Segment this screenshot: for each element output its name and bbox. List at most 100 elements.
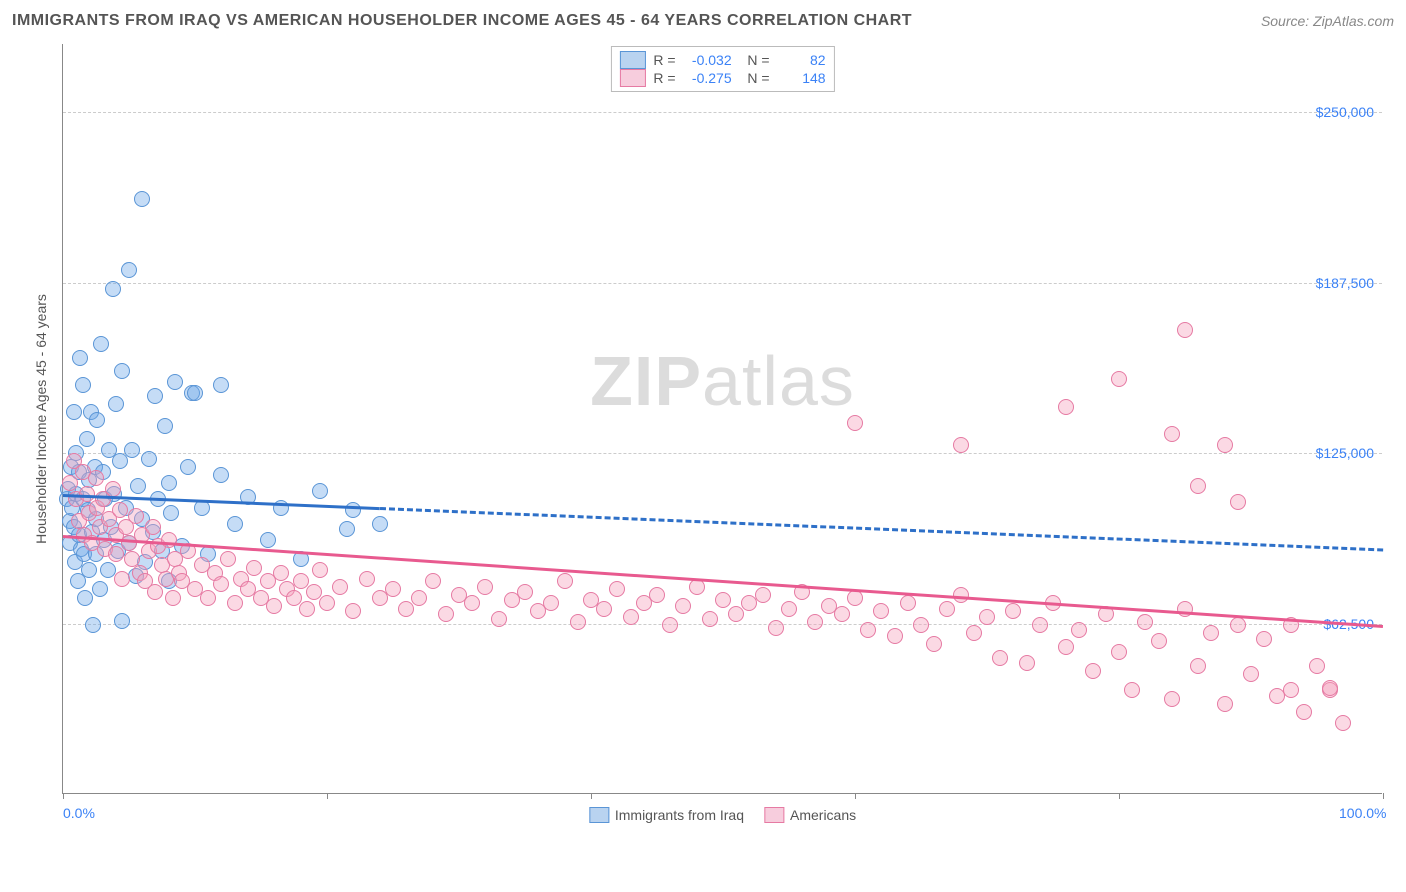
scatter-point: [596, 601, 612, 617]
chart-container: Householder Income Ages 45 - 64 years ZI…: [12, 34, 1392, 844]
scatter-point: [114, 363, 130, 379]
legend-swatch: [619, 69, 645, 87]
plot-area: Householder Income Ages 45 - 64 years ZI…: [62, 44, 1382, 794]
scatter-point: [755, 587, 771, 603]
scatter-point: [141, 451, 157, 467]
scatter-point: [1164, 691, 1180, 707]
scatter-point: [92, 581, 108, 597]
stat-r-label: R =: [653, 70, 675, 86]
scatter-point: [227, 516, 243, 532]
scatter-point: [359, 571, 375, 587]
y-tick-label: $125,000: [1316, 445, 1374, 461]
x-tick: [855, 793, 856, 799]
scatter-point: [1256, 631, 1272, 647]
scatter-point: [319, 595, 335, 611]
scatter-point: [85, 617, 101, 633]
scatter-point: [1322, 680, 1338, 696]
scatter-point: [81, 562, 97, 578]
scatter-point: [385, 581, 401, 597]
scatter-point: [163, 505, 179, 521]
scatter-point: [266, 598, 282, 614]
scatter-point: [873, 603, 889, 619]
gridline-h: [63, 112, 1382, 113]
legend-swatch: [764, 807, 784, 823]
legend-swatch: [589, 807, 609, 823]
scatter-point: [913, 617, 929, 633]
scatter-point: [860, 622, 876, 638]
scatter-point: [1085, 663, 1101, 679]
stat-n-value: 82: [778, 52, 826, 68]
scatter-point: [128, 508, 144, 524]
scatter-point: [161, 475, 177, 491]
scatter-point: [246, 560, 262, 576]
stat-n-label: N =: [740, 52, 770, 68]
y-tick-label: $250,000: [1316, 104, 1374, 120]
scatter-point: [557, 573, 573, 589]
scatter-point: [1151, 633, 1167, 649]
scatter-point: [187, 385, 203, 401]
scatter-point: [1243, 666, 1259, 682]
scatter-point: [165, 590, 181, 606]
gridline-h: [63, 624, 1382, 625]
scatter-point: [1019, 655, 1035, 671]
scatter-point: [438, 606, 454, 622]
scatter-point: [1309, 658, 1325, 674]
y-tick-label: $187,500: [1316, 275, 1374, 291]
stat-legend-row: R =-0.032 N =82: [619, 51, 825, 69]
scatter-point: [1230, 617, 1246, 633]
scatter-point: [517, 584, 533, 600]
scatter-point: [491, 611, 507, 627]
scatter-point: [227, 595, 243, 611]
scatter-point: [105, 281, 121, 297]
scatter-point: [609, 581, 625, 597]
scatter-point: [93, 336, 109, 352]
scatter-point: [953, 437, 969, 453]
scatter-point: [147, 388, 163, 404]
regression-line: [380, 507, 1383, 551]
y-axis-label: Householder Income Ages 45 - 64 years: [33, 294, 49, 544]
scatter-point: [1217, 696, 1233, 712]
scatter-point: [157, 418, 173, 434]
chart-source: Source: ZipAtlas.com: [1261, 13, 1394, 29]
watermark: ZIPatlas: [590, 341, 855, 421]
scatter-point: [105, 481, 121, 497]
scatter-point: [702, 611, 718, 627]
scatter-point: [332, 579, 348, 595]
scatter-point: [167, 374, 183, 390]
stat-legend: R =-0.032 N =82R =-0.275 N =148: [610, 46, 834, 92]
scatter-point: [411, 590, 427, 606]
scatter-point: [114, 613, 130, 629]
x-tick: [1119, 793, 1120, 799]
scatter-point: [1335, 715, 1351, 731]
scatter-point: [1203, 625, 1219, 641]
bottom-legend: Immigrants from IraqAmericans: [589, 807, 856, 823]
scatter-point: [112, 502, 128, 518]
scatter-point: [62, 475, 78, 491]
stat-r-value: -0.032: [684, 52, 732, 68]
scatter-point: [847, 415, 863, 431]
scatter-point: [114, 571, 130, 587]
scatter-point: [339, 521, 355, 537]
scatter-point: [299, 601, 315, 617]
scatter-point: [1058, 639, 1074, 655]
scatter-point: [77, 590, 93, 606]
scatter-point: [72, 350, 88, 366]
scatter-point: [345, 603, 361, 619]
scatter-point: [464, 595, 480, 611]
scatter-point: [312, 562, 328, 578]
scatter-point: [213, 467, 229, 483]
scatter-point: [145, 519, 161, 535]
scatter-point: [1032, 617, 1048, 633]
scatter-point: [108, 396, 124, 412]
legend-label: Immigrants from Iraq: [615, 807, 744, 823]
scatter-point: [728, 606, 744, 622]
scatter-point: [1190, 478, 1206, 494]
x-tick-label: 0.0%: [63, 805, 95, 821]
scatter-point: [213, 576, 229, 592]
scatter-point: [100, 562, 116, 578]
scatter-point: [130, 478, 146, 494]
gridline-h: [63, 283, 1382, 284]
scatter-point: [124, 442, 140, 458]
watermark-suffix: atlas: [702, 342, 855, 420]
stat-r-value: -0.275: [684, 70, 732, 86]
